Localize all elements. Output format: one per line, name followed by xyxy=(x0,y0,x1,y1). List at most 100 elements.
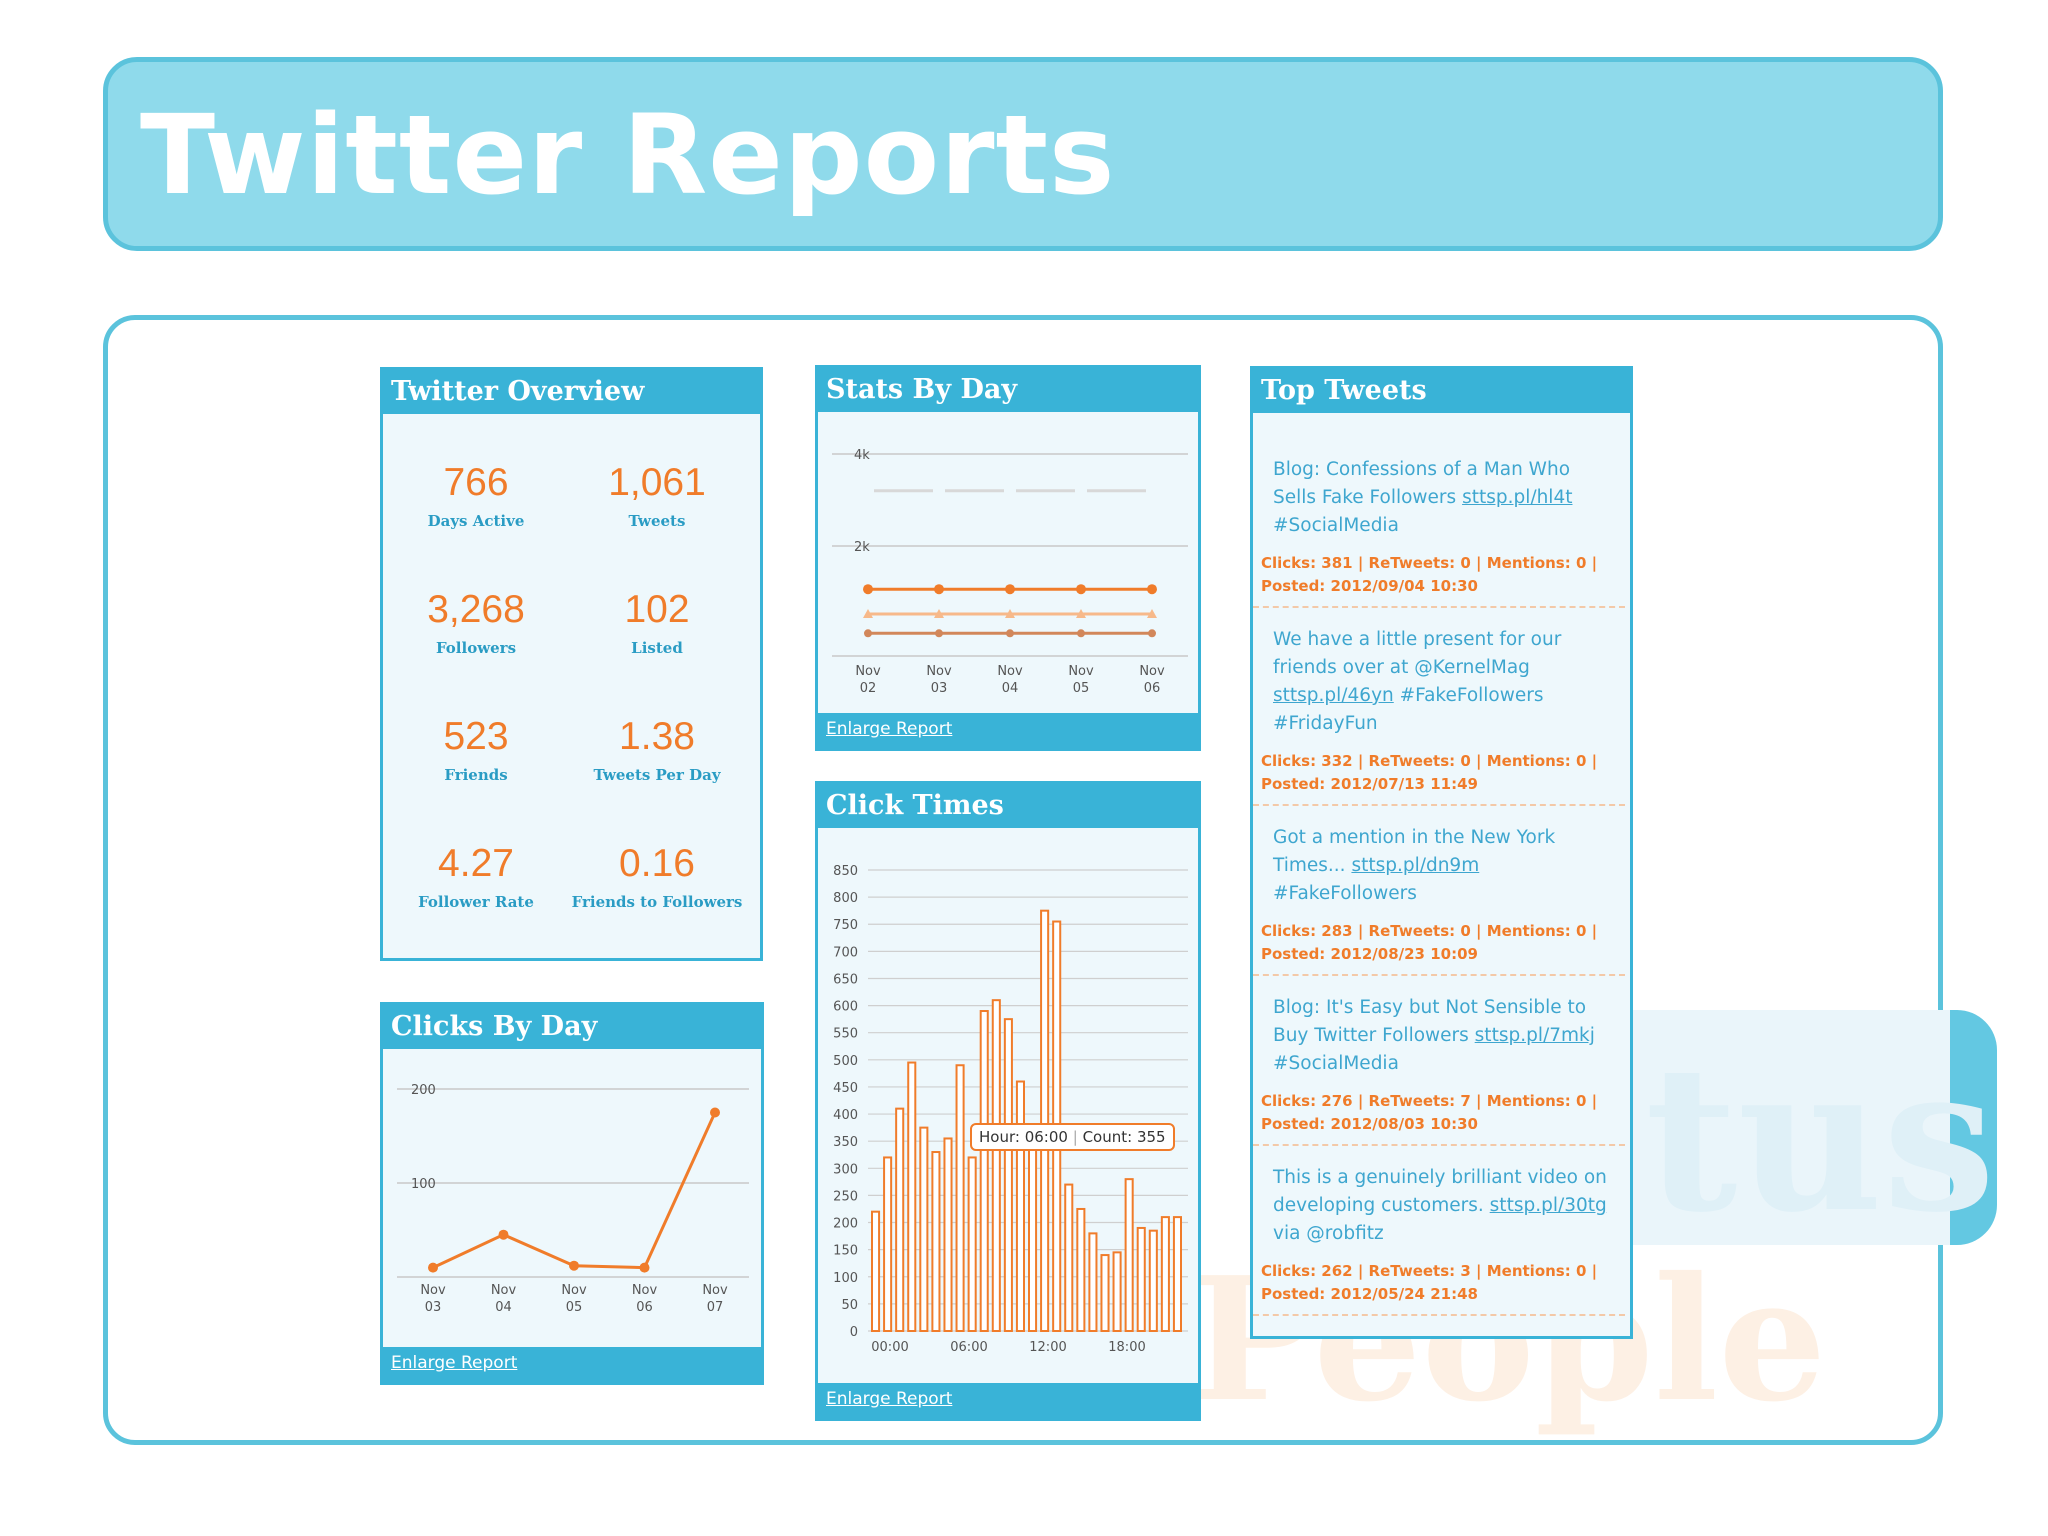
bar xyxy=(919,1126,929,1332)
tweet-link[interactable]: sttsp.pl/hl4t xyxy=(1462,487,1573,508)
x-tick-label-month: Nov xyxy=(926,664,952,679)
data-point xyxy=(710,1107,720,1118)
stat-label: Listed xyxy=(631,639,683,657)
x-tick-label-day: 05 xyxy=(566,1300,583,1315)
y-tick-label: 2k xyxy=(854,540,870,555)
tooltip-separator: | xyxy=(1072,1128,1078,1146)
y-tick-label: 550 xyxy=(833,1027,858,1042)
tweet-link[interactable]: sttsp.pl/30tg xyxy=(1489,1195,1607,1216)
data-point xyxy=(1147,608,1157,618)
y-tick-label: 750 xyxy=(833,918,858,933)
x-tick-label-month: Nov xyxy=(702,1283,728,1298)
data-point xyxy=(935,629,943,638)
panel-title: Top Tweets xyxy=(1253,369,1630,413)
x-tick-label-month: Nov xyxy=(491,1283,517,1298)
stat-value: 3,268 xyxy=(427,588,525,631)
chart-tooltip: Hour: 06:00 | Count: 355 xyxy=(970,1123,1175,1151)
bar xyxy=(955,1064,965,1332)
tweet-meta: Clicks: 262 | ReTweets: 3 | Mentions: 0 … xyxy=(1261,1260,1625,1314)
tweet-posted: Posted: 2012/08/03 10:30 xyxy=(1261,1115,1478,1133)
tooltip-hour-label: Hour: xyxy=(979,1128,1020,1146)
y-tick-label: 800 xyxy=(833,891,858,906)
data-point xyxy=(1005,584,1015,595)
tweet-posted: Posted: 2012/09/04 10:30 xyxy=(1261,577,1478,595)
x-tick-label-month: Nov xyxy=(855,664,881,679)
bar xyxy=(979,1010,989,1332)
panel-footer: Enlarge Report xyxy=(818,1383,1198,1418)
data-point xyxy=(863,608,873,618)
data-point xyxy=(1006,629,1014,638)
data-point xyxy=(428,1262,438,1273)
x-tick-label-day: 02 xyxy=(860,681,877,696)
x-tick-label: 06:00 xyxy=(950,1340,987,1355)
y-tick-label: 650 xyxy=(833,972,858,987)
data-point xyxy=(864,629,872,638)
y-tick-label: 100 xyxy=(411,1177,436,1192)
tweet-stats: Clicks: 381 | ReTweets: 0 | Mentions: 0 … xyxy=(1261,554,1598,572)
tweet-text: Got a mention in the New York Times... s… xyxy=(1273,824,1609,908)
tweet-item: Blog: Confessions of a Man Who Sells Fak… xyxy=(1253,456,1625,608)
y-tick-label: 850 xyxy=(833,864,858,879)
bar xyxy=(883,1156,893,1332)
y-tick-label: 4k xyxy=(854,448,870,463)
x-tick-label-day: 04 xyxy=(495,1300,512,1315)
bar xyxy=(895,1107,905,1332)
x-tick-label-month: Nov xyxy=(1068,664,1094,679)
y-tick-label: 0 xyxy=(850,1325,858,1340)
tweet-item: This is a genuinely brilliant video on d… xyxy=(1253,1164,1625,1316)
tweet-tags: #FakeFollowers #FridayFun xyxy=(1273,685,1544,734)
x-tick-label-day: 07 xyxy=(707,1300,724,1315)
y-tick-label: 50 xyxy=(841,1298,858,1313)
tweet-link[interactable]: sttsp.pl/46yn xyxy=(1273,685,1394,706)
panel-title: Click Times xyxy=(818,784,1198,828)
enlarge-report-link[interactable]: Enlarge Report xyxy=(826,1389,953,1409)
tooltip-count-label: Count: xyxy=(1082,1128,1133,1146)
data-point xyxy=(1148,629,1156,638)
panel-footer: Enlarge Report xyxy=(383,1347,761,1382)
tweet-meta: Clicks: 283 | ReTweets: 0 | Mentions: 0 … xyxy=(1261,920,1625,974)
stat-value: 1,061 xyxy=(608,461,706,504)
x-tick-label-day: 06 xyxy=(1144,681,1161,696)
y-tick-label: 300 xyxy=(833,1162,858,1177)
tweet-body: Blog: Confessions of a Man Who Sells Fak… xyxy=(1273,459,1571,508)
x-tick-label-month: Nov xyxy=(420,1283,446,1298)
enlarge-report-link[interactable]: Enlarge Report xyxy=(826,719,953,739)
stat-label: Friends xyxy=(444,766,508,784)
y-tick-label: 250 xyxy=(833,1189,858,1204)
bar xyxy=(1088,1232,1098,1332)
title-banner: Twitter Reports xyxy=(103,57,1943,251)
tweet-stats: Clicks: 332 | ReTweets: 0 | Mentions: 0 … xyxy=(1261,752,1598,770)
panel-title: Twitter Overview xyxy=(383,370,760,414)
bar xyxy=(1160,1216,1170,1333)
data-point xyxy=(1076,608,1086,618)
tweet-meta: Clicks: 381 | ReTweets: 0 | Mentions: 0 … xyxy=(1261,552,1625,606)
x-tick-label-day: 04 xyxy=(1002,681,1019,696)
y-tick-label: 700 xyxy=(833,945,858,960)
stat-tweets: 1,061 Tweets xyxy=(567,463,747,530)
top-tweets-panel: Top Tweets Blog: Confessions of a Man Wh… xyxy=(1250,366,1633,1339)
tweet-text: We have a little present for our friends… xyxy=(1273,626,1609,738)
stat-value: 102 xyxy=(624,588,690,631)
bar xyxy=(967,1156,977,1332)
stat-label: Tweets xyxy=(628,512,686,530)
x-tick-label-day: 06 xyxy=(636,1300,653,1315)
tweet-item: Blog: It's Easy but Not Sensible to Buy … xyxy=(1253,994,1625,1146)
tweet-body: Got a mention in the New York Times... xyxy=(1273,827,1556,876)
panel-title: Clicks By Day xyxy=(383,1005,761,1049)
y-tick-label: 400 xyxy=(833,1108,858,1123)
tweet-link[interactable]: sttsp.pl/dn9m xyxy=(1351,855,1480,876)
stats-by-day-panel: Stats By Day 4k 2k Nov 02 Nov 03 Nov 04 Nov 05 Nov… xyxy=(815,365,1201,751)
tweet-link[interactable]: sttsp.pl/7mkj xyxy=(1474,1025,1595,1046)
data-point xyxy=(1076,584,1086,595)
panel-footer: Enlarge Report xyxy=(818,713,1198,748)
stat-follower-rate: 4.27 Follower Rate xyxy=(386,844,566,911)
x-tick-label-month: Nov xyxy=(561,1283,587,1298)
data-point xyxy=(1147,584,1157,595)
bar xyxy=(1124,1178,1134,1332)
bar xyxy=(1172,1216,1182,1333)
enlarge-report-link[interactable]: Enlarge Report xyxy=(391,1353,518,1373)
bar xyxy=(1112,1251,1122,1332)
stat-label: Tweets Per Day xyxy=(593,766,721,784)
stat-value: 1.38 xyxy=(619,715,695,758)
y-tick-label: 450 xyxy=(833,1081,858,1096)
